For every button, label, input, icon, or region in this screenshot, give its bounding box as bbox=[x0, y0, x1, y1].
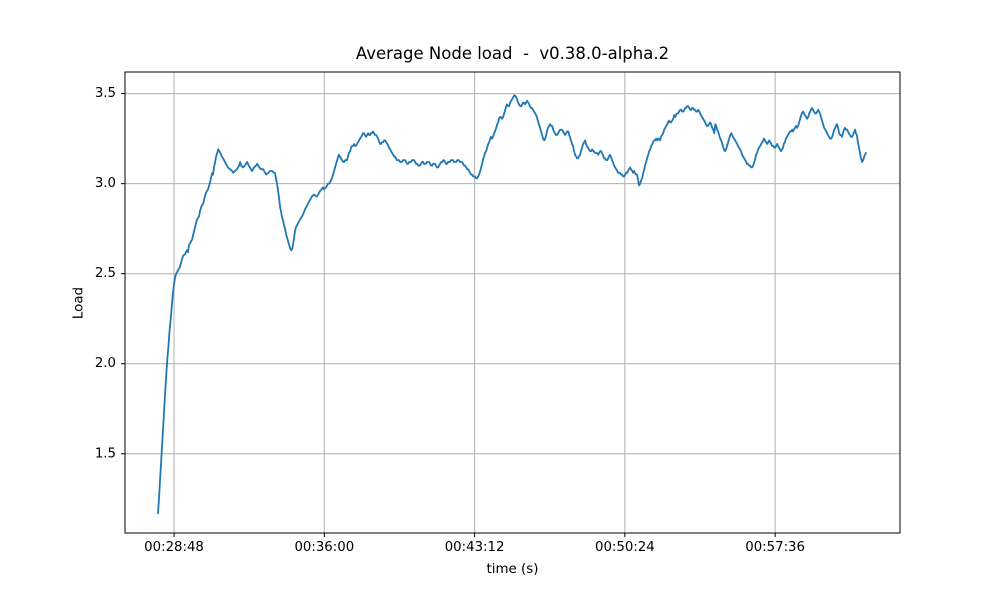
x-tick-label: 00:28:48 bbox=[144, 540, 204, 555]
y-axis-label: Load bbox=[71, 286, 87, 320]
x-tick-label: 00:36:00 bbox=[294, 540, 354, 555]
y-tick-label: 3.0 bbox=[95, 176, 116, 191]
chart-title: Average Node load - v0.38.0-alpha.2 bbox=[355, 44, 670, 63]
x-axis-label: time (s) bbox=[486, 562, 539, 577]
plot-border bbox=[124, 71, 901, 534]
x-tick-label: 00:57:36 bbox=[745, 540, 805, 555]
x-tick-label: 00:43:12 bbox=[445, 540, 505, 555]
y-tick-label: 2.0 bbox=[95, 356, 116, 371]
load-series-line bbox=[157, 94, 867, 515]
x-tick-label: 00:50:24 bbox=[595, 540, 655, 555]
y-tick-label: 2.5 bbox=[95, 266, 116, 281]
y-tick-label: 1.5 bbox=[95, 446, 116, 461]
y-tick-label: 3.5 bbox=[95, 86, 116, 101]
